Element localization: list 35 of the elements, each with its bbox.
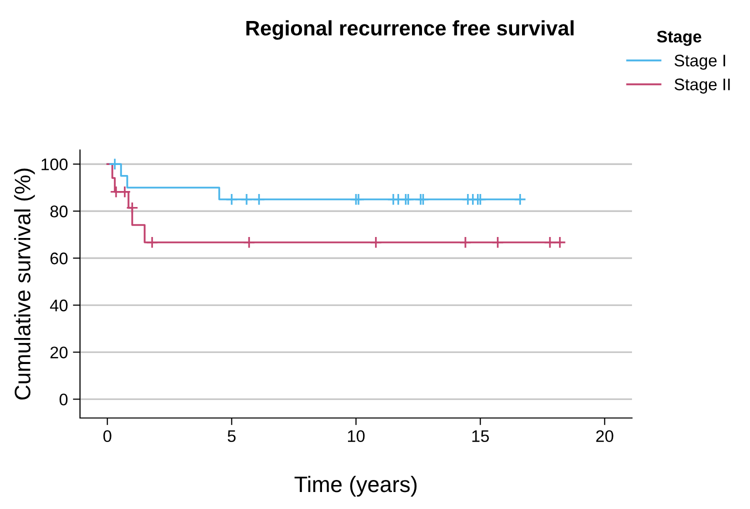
point bbox=[126, 202, 138, 214]
point bbox=[544, 236, 556, 249]
y-tick-label: 20 bbox=[50, 346, 68, 358]
point bbox=[492, 236, 504, 249]
x-tick-label: 0 bbox=[103, 430, 112, 442]
x-axis-title: Time (years) bbox=[294, 476, 417, 497]
x-tick-label: 15 bbox=[472, 430, 489, 442]
x-tick-label: 5 bbox=[228, 430, 236, 442]
y-tick-label: 40 bbox=[50, 300, 68, 312]
point bbox=[225, 193, 238, 206]
y-axis-title: Cumulative survival (%) bbox=[14, 168, 35, 400]
point bbox=[118, 186, 131, 198]
point bbox=[416, 193, 430, 206]
legend-label: Stage I bbox=[674, 54, 726, 70]
point bbox=[402, 193, 414, 206]
chart-title: Regional recurrence free survival bbox=[246, 20, 574, 40]
point bbox=[110, 186, 122, 198]
legend-label: Stage II bbox=[674, 78, 730, 94]
point bbox=[146, 236, 158, 249]
point bbox=[242, 236, 256, 249]
point bbox=[370, 236, 382, 249]
point bbox=[240, 193, 253, 206]
point bbox=[474, 193, 487, 206]
legend-title: Stage bbox=[656, 30, 702, 46]
point bbox=[459, 236, 472, 249]
y-tick-label: 0 bbox=[60, 394, 68, 406]
point bbox=[252, 193, 266, 206]
y-tick-label: 100 bbox=[42, 158, 68, 170]
y-tick-label: 80 bbox=[50, 206, 68, 218]
x-tick-label: 20 bbox=[596, 430, 614, 442]
y-tick-label: 60 bbox=[50, 252, 68, 264]
point bbox=[514, 193, 526, 206]
point bbox=[352, 193, 365, 206]
point bbox=[554, 236, 566, 249]
x-tick-label: 10 bbox=[348, 430, 365, 442]
